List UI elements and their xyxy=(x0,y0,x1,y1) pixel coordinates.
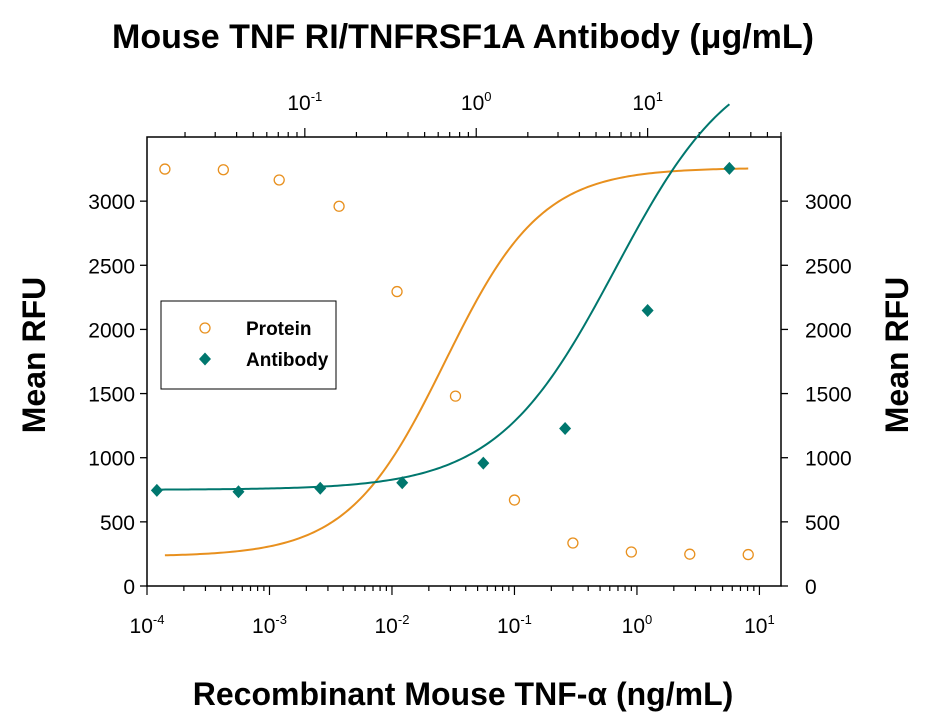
y-tick-label-left: 2000 xyxy=(88,319,135,342)
antibody-point xyxy=(232,485,245,499)
top-axis: 10-1 100 101 xyxy=(184,89,782,137)
y-tick-label-right: 1000 xyxy=(805,448,852,471)
x2-tick-label: 10-1 xyxy=(287,89,322,115)
series-protein xyxy=(159,163,754,561)
protein-point xyxy=(391,285,403,298)
y-tick-label-left: 1500 xyxy=(88,384,135,407)
legend-marker-antibody xyxy=(199,352,211,366)
y-axis-title-left: Mean RFU xyxy=(16,277,52,433)
legend-marker-protein xyxy=(199,322,211,334)
antibody-point xyxy=(150,483,163,497)
y-tick-label-left: 0 xyxy=(123,576,135,599)
x2-tick-label: 100 xyxy=(461,89,492,115)
protein-point xyxy=(567,537,579,549)
y-tick-label-left: 2500 xyxy=(88,255,135,278)
protein-point xyxy=(742,548,754,561)
series-layer xyxy=(150,103,754,561)
plot-border xyxy=(146,136,782,587)
plot-frame xyxy=(146,136,782,587)
y-tick-label-right: 2500 xyxy=(805,255,852,278)
x-tick-label: 10-4 xyxy=(130,612,165,638)
x-tick-label: 10-1 xyxy=(497,612,532,638)
x-tick-label: 101 xyxy=(744,612,775,638)
legend-label-antibody: Antibody xyxy=(246,350,329,371)
series-antibody xyxy=(150,103,736,499)
antibody-point xyxy=(723,161,736,175)
antibody-point xyxy=(641,303,654,317)
antibody-point xyxy=(559,421,572,435)
legend-label-protein: Protein xyxy=(246,319,311,340)
protein-point xyxy=(159,163,171,175)
x-tick-label: 10-2 xyxy=(375,612,410,638)
legend: Protein Antibody xyxy=(160,300,337,390)
legend-box xyxy=(160,300,337,390)
y-tick-label-left: 1000 xyxy=(88,448,135,471)
y-tick-label-right: 3000 xyxy=(805,191,852,214)
protein-point xyxy=(273,174,285,186)
y-tick-label-right: 0 xyxy=(805,576,817,599)
protein-point xyxy=(449,390,462,402)
x-tick-label: 10-3 xyxy=(252,612,287,638)
left-axis: 0 500 1000 1500 2000 2500 3000 xyxy=(88,191,147,599)
protein-point xyxy=(625,546,637,558)
right-axis: 0 500 1000 1500 2000 2500 3000 xyxy=(781,191,852,599)
y-tick-label-left: 500 xyxy=(100,512,135,535)
y-tick-label-right: 500 xyxy=(805,512,840,535)
y-tick-label-right: 1500 xyxy=(805,384,852,407)
y-tick-label-right: 2000 xyxy=(805,319,852,342)
protein-point xyxy=(508,494,521,506)
protein-point xyxy=(217,164,229,176)
antibody-point xyxy=(396,476,409,490)
x-tick-label: 100 xyxy=(622,612,653,638)
antibody-point xyxy=(477,456,490,470)
protein-point xyxy=(333,200,345,212)
protein-point xyxy=(684,548,696,560)
x2-tick-label: 101 xyxy=(632,89,663,115)
antibody-point xyxy=(314,481,327,495)
antibody-fit-curve xyxy=(156,103,731,491)
protein-fit-curve xyxy=(164,167,749,557)
y-axis-title-right: Mean RFU xyxy=(879,277,915,433)
chart-title: Mouse TNF RI/TNFRSF1A Antibody (μg/mL) xyxy=(112,18,814,56)
x-axis-title: Recombinant Mouse TNF-α (ng/mL) xyxy=(193,676,734,712)
bottom-axis: 10-4 10-3 10-2 10-1 100 101 xyxy=(130,586,775,638)
y-tick-label-left: 3000 xyxy=(88,191,135,214)
